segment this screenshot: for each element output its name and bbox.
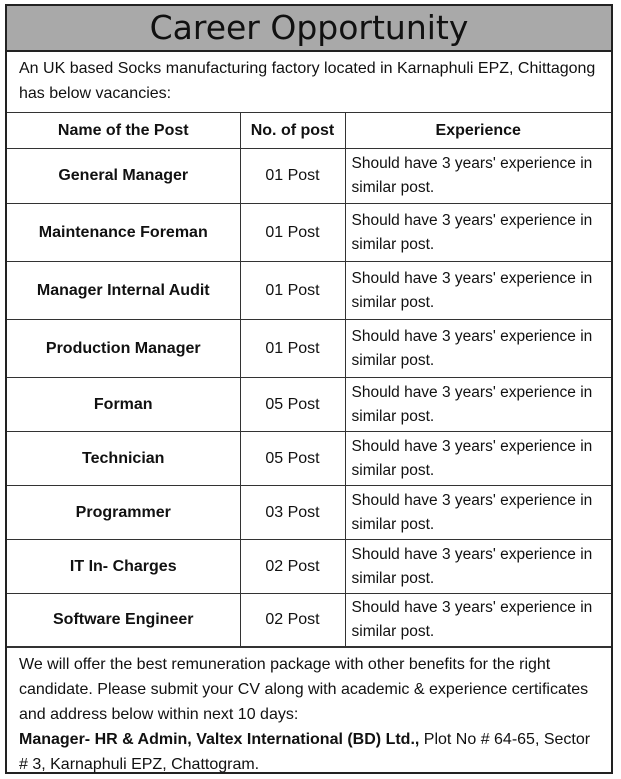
intro-text: An UK based Socks manufacturing factory …	[19, 60, 596, 102]
footer-text: We will offer the best remuneration pack…	[7, 647, 611, 777]
table-row: IT In- Charges 02 Post Should have 3 years…	[7, 539, 611, 594]
post-count: 01 Post	[239, 148, 346, 204]
post-name: Technician	[7, 431, 241, 486]
contact-name: Manager- HR & Admin, Valtex Internationa…	[19, 731, 420, 748]
post-name: Software Engineer	[7, 593, 241, 647]
table-row: Programmer 03 Post Should have 3 years' ex…	[7, 485, 611, 540]
post-name: Production Manager	[7, 319, 241, 378]
post-name: Maintenance Foreman	[7, 203, 241, 262]
post-name: Manager Internal Audit	[7, 261, 241, 320]
experience: Should have 3 years' experience in simil…	[344, 261, 611, 320]
table-row: Maintenance Foreman 01 Post Should have 3 …	[7, 203, 611, 262]
header-post-count: No. of post	[239, 112, 346, 149]
experience: Should have 3 years' experience in simil…	[344, 593, 611, 647]
experience: Should have 3 years' experience in simil…	[344, 485, 611, 540]
contact-address: Manager- HR & Admin, Valtex Internationa…	[19, 727, 603, 777]
table-row: Technician 05 Post Should have 3 years' ex…	[7, 431, 611, 486]
table-row: Production Manager 01 Post Should have 3 y…	[7, 319, 611, 378]
experience: Should have 3 years' experience in simil…	[344, 148, 611, 204]
header-experience: Experience	[344, 112, 611, 149]
post-name: Programmer	[7, 485, 241, 540]
application-instructions: We will offer the best remuneration pack…	[19, 656, 589, 723]
table-row: Forman 05 Post Should have 3 years' experi…	[7, 377, 611, 432]
experience: Should have 3 years' experience in simil…	[344, 319, 611, 378]
post-count: 02 Post	[239, 593, 346, 647]
header-post-name: Name of the Post	[7, 112, 241, 149]
table-row: Software Engineer 02 Post Should have 3 ye…	[7, 593, 611, 647]
post-name: General Manager	[7, 148, 241, 204]
post-count: 01 Post	[239, 203, 346, 262]
table-row: General Manager 01 Post Should have 3 year…	[7, 148, 611, 204]
job-advertisement: Career Opportunity An UK based Socks man…	[5, 4, 613, 774]
experience: Should have 3 years' experience in simil…	[344, 539, 611, 594]
post-name: IT In- Charges	[7, 539, 241, 594]
post-count: 01 Post	[239, 261, 346, 320]
experience: Should have 3 years' experience in simil…	[344, 377, 611, 432]
contact-location: Plot No # 64-65, Sector # 3, Karnaphuli …	[19, 731, 591, 773]
table-row: Manager Internal Audit 01 Post Should have…	[7, 261, 611, 320]
vacancy-table: Name of the Post No. of post Experience …	[7, 112, 611, 647]
post-count: 05 Post	[239, 431, 346, 486]
experience: Should have 3 years' experience in simil…	[344, 203, 611, 262]
table-header-row: Name of the Post No. of post Experience	[7, 112, 611, 149]
ad-title: Career Opportunity	[7, 6, 611, 52]
post-name: Forman	[7, 377, 241, 432]
post-count: 01 Post	[239, 319, 346, 378]
post-count: 05 Post	[239, 377, 346, 432]
experience: Should have 3 years' experience in simil…	[344, 431, 611, 486]
post-count: 03 Post	[239, 485, 346, 540]
post-count: 02 Post	[239, 539, 346, 594]
